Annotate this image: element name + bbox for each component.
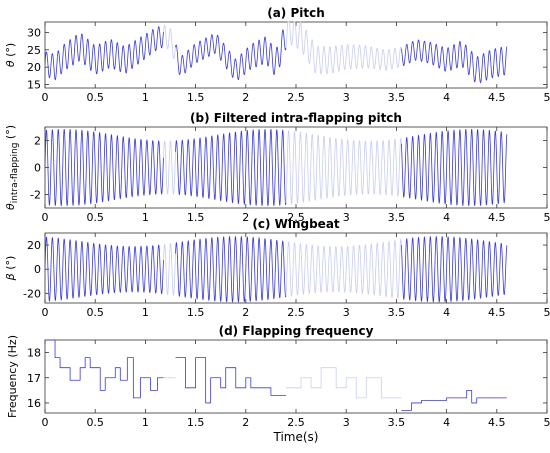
step-line-d-2: [175, 357, 286, 404]
step-line-d-4: [401, 389, 507, 411]
panel-title-b: (b) Filtered intra-flapping pitch: [190, 111, 402, 125]
series-line-a-3: [285, 21, 402, 75]
x-tick-label-b-3: 1.5: [187, 211, 205, 224]
x-tick-label-c-7: 3.5: [388, 306, 406, 319]
panel-title-d: (d) Flapping frequency: [219, 324, 374, 338]
y-axis-symbol-c: β: [4, 273, 17, 281]
y-tick-label-a-0: 15: [27, 79, 41, 92]
x-tick-label-c-4: 2: [242, 306, 249, 319]
y-tick-label-d-1: 17: [27, 372, 41, 385]
y-axis-unit-b: (°): [4, 125, 17, 143]
series-line-b-4: [401, 128, 508, 207]
panel-title-c: (c) Wingbeat: [252, 217, 340, 231]
x-tick-label-a-4: 2: [242, 91, 249, 104]
x-tick-label-a-6: 3: [343, 91, 350, 104]
x-tick-label-a-8: 4: [443, 91, 450, 104]
x-tick-label-d-10: 5: [544, 416, 550, 429]
panel-a: (a) Pitch 0 0.5 1 1.5 2 2.5 3 3.5 4 4.5 5 15 20 25 30 θ …: [4, 6, 550, 104]
y-axis-unit-c: (°): [4, 256, 17, 274]
panel-title-a: (a) Pitch: [267, 6, 325, 20]
y-tick-label-d-2: 18: [27, 347, 41, 360]
step-line-d-3: [285, 367, 402, 399]
x-tick-label-b-2: 1: [142, 211, 149, 224]
series-line-a-1: [163, 25, 176, 59]
x-tick-label-b-5: 2.5: [287, 211, 305, 224]
x-tick-label-b-6: 3: [343, 211, 350, 224]
y-axis-symbol-b: θ: [4, 203, 17, 210]
panel-b: (b) Filtered intra-flapping pitch 0 0.5 1 1.…: [4, 111, 550, 224]
x-tick-label-b-10: 5: [544, 211, 550, 224]
x-tick-label-a-1: 0.5: [86, 91, 104, 104]
y-axis-label-c: β (°): [4, 256, 17, 282]
x-tick-label-d-3: 1.5: [187, 416, 205, 429]
series-line-b-3: [285, 130, 402, 205]
x-tick-label-a-9: 4.5: [488, 91, 506, 104]
x-tick-label-a-2: 1: [142, 91, 149, 104]
series-line-a-4: [401, 39, 508, 84]
x-tick-label-a-0: 0: [42, 91, 49, 104]
series-line-a-2: [175, 29, 287, 81]
y-tick-label-b-1: 0: [34, 162, 41, 175]
y-axis-symbol-a: θ: [4, 60, 17, 67]
y-axis-subscript-b: intra-flapping: [10, 143, 20, 204]
x-tick-label-c-3: 1.5: [187, 306, 205, 319]
series-line-c-1: [163, 243, 176, 296]
y-tick-label-a-2: 25: [27, 44, 41, 57]
y-axis-label-b: θintra-flapping (°): [4, 125, 20, 210]
x-tick-label-a-3: 1.5: [187, 91, 205, 104]
y-tick-label-a-1: 20: [27, 61, 41, 74]
x-tick-label-c-9: 4.5: [488, 306, 506, 319]
x-tick-label-d-4: 2: [242, 416, 249, 429]
x-axis-label-d: Time(s): [273, 430, 319, 444]
x-tick-label-c-8: 4: [443, 306, 450, 319]
x-tick-label-d-6: 3: [343, 416, 350, 429]
x-tick-label-c-6: 3: [343, 306, 350, 319]
x-tick-label-c-2: 1: [142, 306, 149, 319]
series-line-b-0: [44, 128, 164, 207]
x-tick-label-d-0: 0: [42, 416, 49, 429]
series-line-b-2: [175, 128, 287, 207]
y-tick-label-b-0: -2: [30, 189, 41, 202]
x-tick-label-d-1: 0.5: [86, 416, 104, 429]
x-tick-label-b-0: 0: [42, 211, 49, 224]
x-tick-label-b-7: 3.5: [388, 211, 406, 224]
step-line-d-0: [45, 339, 164, 399]
series-line-c-0: [44, 236, 164, 302]
x-tick-label-c-0: 0: [42, 306, 49, 319]
series-line-c-2: [175, 236, 287, 303]
panel-d: (d) Flapping frequency 0 0.5 1 1.5 2 2.5 3 3.5 4 4…: [6, 324, 550, 444]
y-tick-label-d-0: 16: [27, 397, 41, 410]
y-tick-label-b-2: 2: [34, 135, 41, 148]
x-tick-label-c-1: 0.5: [86, 306, 104, 319]
x-tick-label-d-8: 4: [443, 416, 450, 429]
y-axis-label-d: Frequency (Hz): [6, 335, 19, 418]
x-tick-label-c-5: 2.5: [287, 306, 305, 319]
y-tick-label-c-0: -20: [23, 287, 41, 300]
series-line-c-3: [285, 239, 402, 299]
y-axis-unit-a: (°): [4, 43, 17, 61]
x-tick-label-d-5: 2.5: [287, 416, 305, 429]
x-tick-label-b-8: 4: [443, 211, 450, 224]
series-line-b-1: [163, 140, 176, 195]
x-tick-label-d-9: 4.5: [488, 416, 506, 429]
series-line-a-0: [44, 26, 164, 81]
y-tick-label-c-1: 0: [34, 263, 41, 276]
x-tick-label-d-2: 1: [142, 416, 149, 429]
x-tick-label-b-1: 0.5: [86, 211, 104, 224]
x-tick-label-a-10: 5: [544, 91, 550, 104]
x-tick-label-a-7: 3.5: [388, 91, 406, 104]
y-axis-label-a: θ (°): [4, 43, 17, 67]
x-tick-label-c-10: 5: [544, 306, 550, 319]
x-tick-label-a-5: 2.5: [287, 91, 305, 104]
x-tick-label-b-9: 4.5: [488, 211, 506, 224]
y-tick-label-a-3: 30: [27, 26, 41, 39]
y-tick-label-c-2: 20: [27, 239, 41, 252]
series-line-c-4: [401, 236, 508, 303]
x-tick-label-d-7: 3.5: [388, 416, 406, 429]
x-tick-label-b-4: 2: [242, 211, 249, 224]
